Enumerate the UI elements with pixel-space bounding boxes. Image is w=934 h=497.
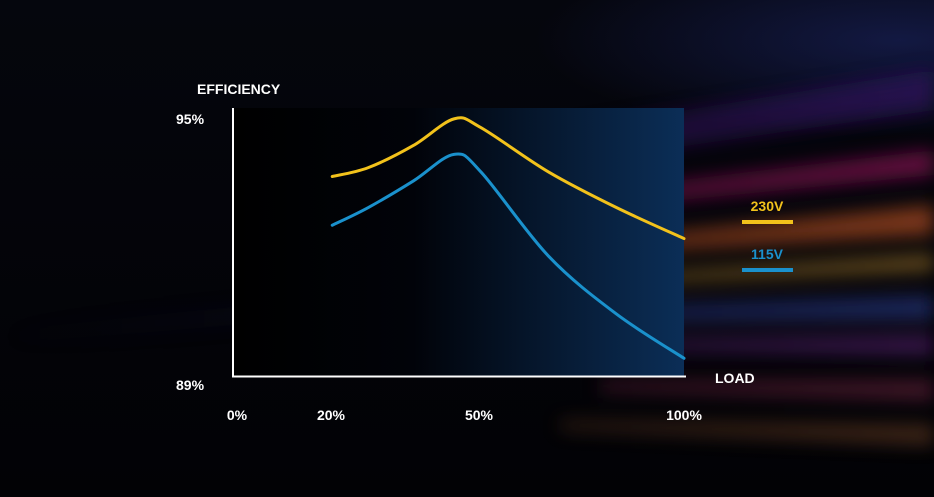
x-tick-label-20: 20%	[317, 407, 346, 423]
legend-label-230v: 230V	[751, 198, 784, 214]
x-tick-label-100: 100%	[666, 407, 702, 423]
legend-label-115v: 115V	[751, 246, 784, 262]
legend: 230V 115V	[742, 198, 793, 272]
series-layer	[330, 116, 686, 360]
y-tick-label-95: 95%	[176, 111, 205, 127]
x-tick-label-50: 50%	[465, 407, 494, 423]
plot-area	[233, 108, 684, 376]
x-tick-label-0: 0%	[227, 407, 248, 423]
x-axis-label: LOAD	[715, 370, 755, 386]
series-line-230v	[330, 116, 686, 241]
series-line-115v	[330, 152, 686, 360]
y-tick-label-89: 89%	[176, 377, 205, 393]
y-axis-label: EFFICIENCY	[197, 81, 281, 97]
